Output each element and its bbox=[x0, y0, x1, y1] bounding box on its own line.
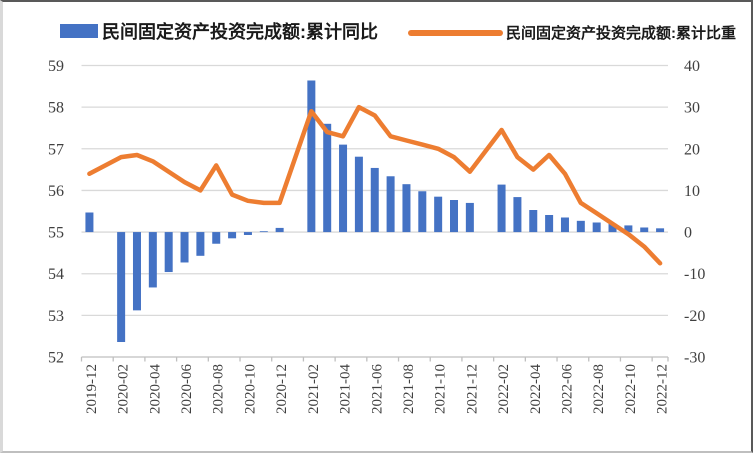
x-axis-tick-label: 2020-02 bbox=[116, 364, 132, 414]
bar bbox=[243, 232, 252, 235]
bar bbox=[259, 231, 268, 233]
left-axis-tick-label: 57 bbox=[48, 141, 64, 158]
bar bbox=[624, 225, 633, 233]
x-axis-tick-label: 2022-02 bbox=[496, 364, 512, 414]
bar-series-label: 民间固定资产投资完成额:累计同比 bbox=[102, 22, 378, 42]
x-axis-tick-label: 2022-08 bbox=[591, 364, 607, 414]
bar bbox=[339, 144, 348, 233]
bar bbox=[85, 212, 94, 233]
x-axis-tick-label: 2021-12 bbox=[464, 364, 480, 414]
bar bbox=[354, 156, 363, 233]
x-axis-tick-label: 2020-10 bbox=[242, 364, 258, 414]
x-axis-tick-label: 2022-12 bbox=[655, 364, 671, 414]
left-axis-tick-label: 54 bbox=[48, 266, 64, 283]
bar bbox=[180, 232, 189, 263]
right-axis-tick-label: -10 bbox=[684, 266, 705, 283]
bar bbox=[529, 210, 538, 233]
bar bbox=[465, 202, 474, 233]
x-axis-tick-label: 2019-12 bbox=[84, 364, 100, 414]
bar bbox=[545, 214, 554, 233]
chart-plot-area: 52 53 54 55 56 57 58 59 -30 -20 -10 0 10 20 30 40 2019-1… bbox=[48, 58, 705, 414]
bar bbox=[640, 227, 649, 233]
right-axis-tick-label: 20 bbox=[684, 141, 700, 158]
right-axis-tick-label: 10 bbox=[684, 183, 700, 200]
x-axis-tick-label: 2020-08 bbox=[211, 364, 227, 414]
left-axis-tick-label: 55 bbox=[48, 225, 64, 242]
x-axis-tick-label: 2022-04 bbox=[528, 364, 544, 414]
bar bbox=[402, 184, 411, 233]
right-axis-tick-label: 30 bbox=[684, 100, 700, 117]
bar bbox=[212, 232, 221, 244]
bar bbox=[434, 196, 443, 233]
right-axis-labels: -30 -20 -10 0 10 20 30 40 bbox=[684, 58, 705, 367]
left-axis-labels: 52 53 54 55 56 57 58 59 bbox=[48, 58, 64, 367]
bar bbox=[608, 223, 617, 233]
bar bbox=[132, 232, 141, 311]
bar bbox=[592, 222, 601, 233]
bar bbox=[117, 232, 126, 343]
bar-series-swatch bbox=[60, 24, 98, 38]
right-axis-tick-label: -30 bbox=[684, 350, 705, 367]
left-axis-tick-label: 59 bbox=[48, 58, 64, 75]
x-axis-tick-label: 2021-10 bbox=[433, 364, 449, 414]
bar bbox=[576, 220, 585, 233]
bar bbox=[275, 227, 284, 233]
bar bbox=[164, 232, 173, 273]
x-axis-ticks bbox=[80, 357, 669, 362]
bar bbox=[513, 197, 522, 233]
x-axis-tick-label: 2021-04 bbox=[338, 364, 354, 414]
bar bbox=[418, 191, 427, 233]
left-axis-tick-label: 56 bbox=[48, 183, 64, 200]
right-axis-tick-label: 40 bbox=[684, 58, 700, 75]
x-axis-tick-label: 2021-06 bbox=[369, 364, 385, 414]
left-axis-tick-label: 53 bbox=[48, 308, 64, 325]
bar bbox=[450, 200, 459, 233]
bar bbox=[196, 232, 205, 256]
line-series-label: 民间固定资产投资完成额:累计比重 bbox=[506, 25, 736, 42]
left-axis-tick-label: 58 bbox=[48, 100, 64, 117]
bar bbox=[307, 80, 316, 233]
x-axis-tick-label: 2020-12 bbox=[274, 364, 290, 414]
bar bbox=[323, 123, 332, 233]
left-axis-tick-label: 52 bbox=[48, 350, 64, 367]
x-axis-tick-label: 2020-04 bbox=[147, 364, 163, 414]
bar bbox=[228, 232, 237, 239]
right-axis-tick-label: -20 bbox=[684, 308, 705, 325]
bar-series bbox=[85, 80, 665, 343]
line-series bbox=[87, 104, 663, 266]
bar bbox=[148, 232, 157, 288]
x-axis-tick-label: 2022-10 bbox=[623, 364, 639, 414]
x-axis-tick-label: 2022-06 bbox=[559, 364, 575, 414]
bar bbox=[497, 184, 506, 233]
right-axis-tick-label: 0 bbox=[684, 225, 692, 242]
x-axis-tick-label: 2021-08 bbox=[401, 364, 417, 414]
legend: 民间固定资产投资完成额:累计同比 民间固定资产投资完成额:累计比重 bbox=[3, 2, 751, 50]
bar bbox=[656, 228, 665, 233]
x-axis-tick-label: 2020-06 bbox=[179, 364, 195, 414]
bar bbox=[386, 176, 395, 233]
bar bbox=[560, 217, 569, 233]
x-axis-labels: 2019-12 2020-02 2020-04 2020-06 2020-08 2020-… bbox=[84, 364, 671, 414]
x-axis-tick-label: 2021-02 bbox=[306, 364, 322, 414]
bar bbox=[370, 167, 379, 233]
line-series-swatch bbox=[408, 30, 503, 36]
